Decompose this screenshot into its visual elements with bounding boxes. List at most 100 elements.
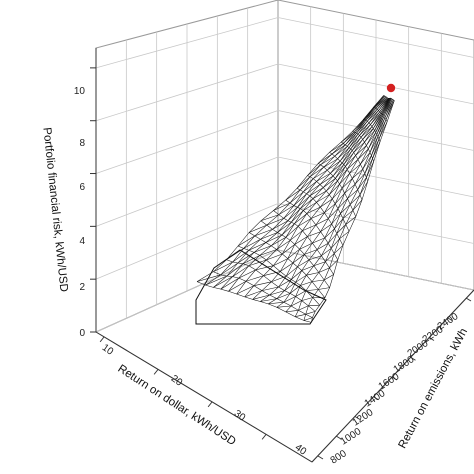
mesh-diagonal	[283, 296, 296, 303]
mesh-diagonal	[345, 132, 357, 146]
mesh-diagonal	[373, 95, 385, 108]
mesh-diagonal	[376, 117, 386, 135]
mesh-diagonal	[296, 176, 311, 189]
mesh-diagonal	[228, 280, 247, 292]
mesh-diagonal	[271, 237, 287, 247]
mesh-diagonal	[323, 178, 336, 188]
mesh-diagonal	[375, 97, 388, 109]
mesh-diagonal	[310, 212, 325, 219]
y-axis-line	[311, 289, 474, 463]
y-tick-mark	[447, 317, 453, 322]
mesh-diagonal	[309, 187, 324, 197]
mesh-diagonal	[341, 131, 355, 143]
mesh-diagonal	[374, 115, 384, 131]
mesh-diagonal	[332, 188, 343, 200]
mesh-diagonal	[220, 277, 239, 290]
mesh-diagonal	[272, 220, 289, 230]
mesh-diagonal	[266, 253, 283, 261]
y-tick-mark	[354, 416, 361, 420]
mesh-diagonal	[331, 213, 341, 225]
z-gridline	[95, 17, 474, 69]
mesh-diagonal	[357, 122, 370, 135]
mesh-diagonal	[311, 279, 325, 282]
z-tick-labels: 0 2 4 6 8 10	[74, 86, 86, 339]
mesh-diagonal	[334, 245, 344, 254]
mesh-diagonal	[226, 263, 244, 277]
y-tick-mark	[465, 297, 472, 302]
mesh-diagonal	[357, 148, 369, 160]
mesh-diagonal	[306, 184, 321, 195]
mesh-diagonal	[337, 147, 350, 159]
z-gridline	[95, 203, 474, 280]
mesh-diagonal	[316, 243, 329, 250]
x-tick-mark	[261, 434, 267, 440]
mesh-diagonal	[245, 275, 264, 282]
mesh-diagonal	[303, 317, 313, 321]
mesh-diagonal	[355, 145, 367, 156]
mesh-diagonal	[326, 180, 338, 192]
mesh-diagonal	[248, 259, 267, 267]
mesh-diagonal	[378, 121, 388, 140]
mesh-diagonal	[329, 259, 338, 269]
mesh-diagonal	[324, 274, 334, 281]
x-tick-label: 40	[293, 442, 309, 458]
mesh-diagonal	[373, 114, 383, 129]
mesh-diagonal	[318, 287, 330, 290]
mesh-diagonal	[362, 128, 374, 140]
z-gridline	[95, 110, 474, 174]
mesh-diagonal	[302, 224, 317, 231]
mesh-diagonal	[334, 218, 344, 229]
z-tick-label: 0	[79, 328, 85, 339]
mesh-diagonal	[343, 152, 354, 165]
mesh-diagonal	[261, 286, 279, 291]
mesh-diagonal	[297, 259, 310, 268]
mesh-diagonal	[286, 266, 298, 277]
mesh-diagonal	[297, 195, 310, 208]
mesh-diagonal	[347, 133, 359, 147]
mesh-diagonal	[276, 240, 291, 250]
mesh-diagonal	[352, 199, 363, 211]
mesh-diagonal	[237, 252, 255, 264]
mesh-diagonal	[355, 120, 367, 133]
mesh-diagonal	[276, 293, 291, 299]
mesh-diagonal	[285, 310, 299, 313]
y-tick-mark	[317, 455, 324, 460]
mesh-diagonal	[305, 289, 319, 291]
mesh-diagonal	[334, 193, 345, 204]
mesh-diagonal	[373, 96, 386, 108]
mesh-diagonal	[315, 218, 329, 226]
mesh-diagonal	[303, 181, 317, 193]
mesh-diagonal	[285, 226, 299, 238]
mesh-diagonal	[298, 305, 309, 311]
z-gridline	[95, 156, 474, 227]
y-tick-mark	[428, 337, 435, 341]
y-axis-label: Return on emissions, kWh	[397, 327, 471, 451]
mesh-line-v	[236, 97, 389, 295]
z-tick-label: 2	[79, 282, 85, 293]
mesh-diagonal	[313, 169, 328, 179]
mesh-diagonal	[277, 221, 292, 233]
mesh-diagonal	[319, 175, 334, 185]
mesh-diagonal	[304, 249, 318, 255]
y-tick-labels: 800 1000 1200 1400 1600 1800 2000 2200 2…	[329, 311, 461, 467]
mesh-diagonal	[382, 98, 392, 115]
mesh-diagonal	[341, 150, 353, 164]
mesh-diagonal	[342, 210, 354, 219]
mesh-diagonal	[297, 218, 312, 227]
y-tick-mark	[391, 376, 398, 381]
mesh-diagonal	[352, 119, 365, 132]
mesh-diagonal	[329, 143, 344, 153]
mesh-diagonal	[305, 311, 316, 315]
mesh-diagonal	[287, 248, 300, 259]
mesh-diagonal	[309, 166, 324, 177]
mesh-diagonal	[273, 202, 291, 211]
x-tick-label: 20	[169, 373, 185, 389]
mesh-diagonal	[292, 254, 305, 264]
mesh-diagonal	[254, 229, 273, 237]
mesh-diagonal	[318, 267, 330, 273]
mesh-diagonal	[337, 169, 348, 182]
mesh-diagonal	[273, 258, 288, 266]
mesh-diagonal	[368, 134, 378, 150]
mesh-diagonal	[329, 183, 340, 195]
mesh-diagonal	[285, 189, 301, 201]
